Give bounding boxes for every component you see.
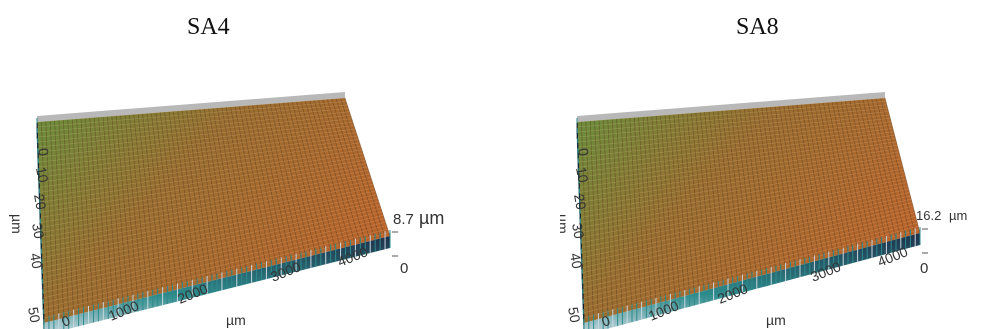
y-tick-0: 0 <box>35 147 52 158</box>
y-tick-30: 30 <box>29 222 47 240</box>
y-tick-40: 40 <box>567 252 585 270</box>
y-axis-label: µm <box>560 214 571 234</box>
y-tick-0: 0 <box>575 147 592 158</box>
y-axis-label: µm <box>9 214 25 234</box>
z-max-value: 8.7 <box>393 211 414 228</box>
y-tick-10: 10 <box>573 166 591 184</box>
surface-3d <box>576 92 928 329</box>
y-tick-50: 50 <box>565 306 583 324</box>
z-min-value: 0 <box>920 260 928 277</box>
surface-panel-sa4: SA4 0 10 20 30 40 50 µm 0 1000 2000 3000… <box>0 0 470 329</box>
panel-title: SA4 <box>187 14 230 40</box>
y-tick-50: 50 <box>25 306 43 324</box>
y-tick-20: 20 <box>31 193 49 211</box>
surface-panel-sa8: SA8 0 10 20 30 40 50 µm 0 1000 2000 3000… <box>560 0 981 329</box>
front-pillars <box>36 118 391 329</box>
surface-plot-sa4: 0 10 20 30 40 50 µm 0 1000 2000 3000 400… <box>9 92 444 329</box>
z-max-value: 16.2 <box>916 208 941 223</box>
front-pillars <box>576 118 921 329</box>
y-tick-20: 20 <box>571 193 589 211</box>
panel-title: SA8 <box>736 14 779 40</box>
z-max-unit: µm <box>419 208 444 228</box>
pillar-texture <box>576 97 921 324</box>
y-tick-40: 40 <box>27 252 45 270</box>
z-min-value: 0 <box>400 260 408 277</box>
x-axis-label: µm <box>226 312 246 328</box>
pillar-texture <box>36 97 391 324</box>
surface-plot-sa8: 0 10 20 30 40 50 µm 0 1000 2000 3000 400… <box>560 92 967 329</box>
surface-3d <box>36 92 398 329</box>
x-axis-label: µm <box>766 312 786 328</box>
z-max-unit: µm <box>949 208 967 223</box>
y-tick-10: 10 <box>33 166 51 184</box>
y-tick-30: 30 <box>569 222 587 240</box>
